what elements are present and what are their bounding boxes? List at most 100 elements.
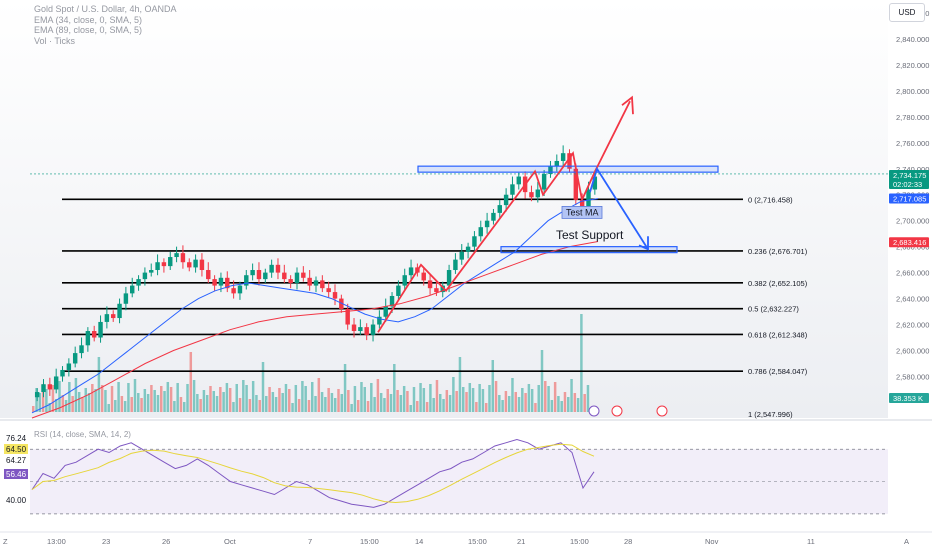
volume-bar <box>205 395 209 412</box>
volume-bar <box>583 394 586 412</box>
volume-bar <box>140 398 143 412</box>
ema34-price-label-bg <box>889 193 929 204</box>
volume-bar <box>504 391 508 412</box>
red-arrowhead <box>621 95 634 115</box>
volume-bar <box>166 382 170 412</box>
volume-bar <box>173 401 176 412</box>
volume-bar <box>340 394 344 412</box>
price-pane-background <box>0 0 888 418</box>
volume-bar <box>471 388 475 412</box>
candle-body <box>529 192 534 198</box>
candle-body <box>567 153 572 169</box>
red-wave-path <box>377 150 583 333</box>
candle-body <box>345 308 350 325</box>
volume-bar <box>245 385 248 412</box>
candle-body <box>130 285 135 294</box>
candle-body <box>453 259 458 271</box>
currency-button[interactable]: USD <box>889 3 925 22</box>
x-tick-label: 21 <box>517 537 525 546</box>
volume-bar <box>435 380 439 412</box>
volume-bar <box>255 395 258 412</box>
volume-bar <box>58 381 61 412</box>
volume-bar <box>455 391 458 412</box>
candle-body <box>383 306 388 317</box>
volume-bar <box>235 384 238 412</box>
volume-bar <box>524 393 527 412</box>
volume-bar <box>186 384 189 412</box>
volume-bar <box>84 388 87 412</box>
ema89-line <box>31 241 599 419</box>
volume-bar <box>498 395 501 412</box>
volume-bar <box>333 398 337 412</box>
volume-bar <box>294 385 298 412</box>
ema34-legend: EMA (34, close, 0, SMA, 5) <box>34 14 143 25</box>
ema89-price-label-bg <box>889 237 929 248</box>
volume-bar <box>278 388 281 412</box>
volume-bar <box>550 400 554 412</box>
volume-bar <box>307 400 311 412</box>
x-tick-label: 14 <box>415 537 423 546</box>
candle-body <box>244 275 249 286</box>
volume-bar <box>547 386 550 412</box>
candle-body <box>206 270 211 280</box>
candle-body <box>142 272 148 280</box>
volume-bar <box>530 389 534 412</box>
y-tick-label: 2,640.000 <box>896 295 929 304</box>
volume-bar <box>370 383 373 412</box>
volume-bar <box>484 403 488 412</box>
candle-body <box>535 189 541 198</box>
y-tick-label: 2,740.000 <box>896 165 929 174</box>
us-flag-event-icon <box>611 405 623 417</box>
rsi-level-label: 64.27 <box>6 456 27 465</box>
x-tick-label: 7 <box>308 537 312 546</box>
volume-bar <box>317 378 321 412</box>
rsi-sma-line <box>31 443 595 504</box>
candle-body <box>104 314 110 322</box>
volume-bar <box>567 397 570 412</box>
volume-bar <box>268 387 271 412</box>
volume-bar <box>494 381 498 412</box>
candle-body <box>263 272 268 280</box>
volume-bar <box>169 387 173 412</box>
fib-label: 0.236 (2,676.701) <box>748 247 808 256</box>
candle-body <box>516 176 522 185</box>
support-zone <box>500 246 678 254</box>
volume-bar <box>461 387 465 412</box>
volume-bar <box>291 403 294 412</box>
lightning-event-icon <box>588 405 600 417</box>
volume-label-bg <box>889 393 929 403</box>
volume-bar <box>304 386 307 412</box>
candle-body <box>174 253 179 258</box>
volume-bar <box>232 402 235 412</box>
volume-bar <box>396 390 399 412</box>
volume-bar <box>150 385 153 412</box>
volume-bar <box>376 379 380 412</box>
candle-body <box>573 168 579 200</box>
volume-bar <box>284 384 288 412</box>
candle-body <box>554 160 560 167</box>
candle-body <box>250 270 255 276</box>
candle-body <box>41 384 46 393</box>
fib-label: 0.382 (2,652.105) <box>748 279 808 288</box>
test-support-label: Test Support <box>556 228 624 242</box>
candle-body <box>288 279 293 283</box>
ema89-price-label: 2,683.416 <box>893 238 926 247</box>
volume-bar <box>330 393 334 412</box>
candle-body <box>225 277 230 289</box>
volume-bar <box>271 392 275 412</box>
candle-body <box>110 314 116 319</box>
candle-body <box>491 212 496 221</box>
candle-body <box>472 236 477 247</box>
candle-body <box>237 285 243 294</box>
x-tick-label: 11 <box>807 537 815 546</box>
x-tick-label: 15:00 <box>468 537 487 546</box>
volume-bar <box>127 383 130 412</box>
candle-body <box>592 176 598 190</box>
rsi-level-label: 40.00 <box>6 496 27 505</box>
volume-bar <box>199 399 202 412</box>
volume-bar <box>481 389 485 412</box>
volume-bar <box>146 394 150 412</box>
volume-bar <box>248 399 252 412</box>
